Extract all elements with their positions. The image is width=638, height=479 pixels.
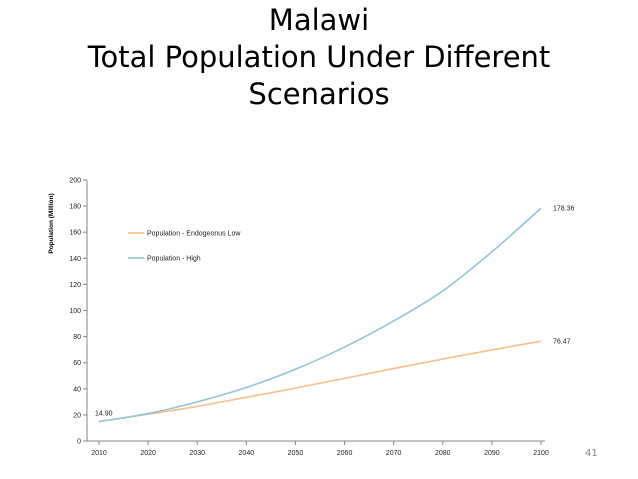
x-tick-label: 2010 (91, 450, 107, 457)
y-tick-label: 100 (69, 308, 81, 315)
series-line-high (98, 207, 542, 423)
y-tick-label: 60 (73, 360, 81, 367)
x-tick-label: 2100 (533, 450, 549, 457)
x-tick-label: 2030 (189, 450, 205, 457)
slide-title-line-1: Malawi (268, 3, 370, 37)
x-tick-label: 2060 (337, 450, 353, 457)
y-tick-label: 200 (69, 178, 81, 185)
slide-page-number: 41 (585, 448, 598, 459)
x-tick-label: 2050 (288, 450, 304, 457)
x-tick-label: 2040 (239, 450, 255, 457)
slide-title-line-2: Total Population Under Different (87, 40, 551, 74)
series-line-endogenous-low (98, 340, 542, 423)
slide-title-line-3: Scenarios (248, 77, 390, 111)
y-tick-label: 160 (69, 230, 81, 237)
data-label: 76.47 (553, 339, 571, 346)
data-label: 178.36 (553, 206, 575, 213)
legend-entry: Population - Endogeonus Low (147, 231, 241, 238)
x-tick-label: 2020 (140, 450, 156, 457)
data-label: 14.90 (95, 411, 113, 418)
y-tick-label: 140 (69, 256, 81, 263)
y-axis-label: Population (Million) (48, 193, 55, 253)
y-tick-label: 180 (69, 204, 81, 211)
y-tick-label: 20 (73, 412, 81, 419)
y-tick-label: 120 (69, 282, 81, 289)
slide-title: Malawi Total Population Under Different … (0, 2, 638, 113)
y-tick-label: 0 (77, 439, 81, 446)
legend-entry: Population - High (147, 256, 201, 263)
y-tick-label: 80 (73, 334, 81, 341)
y-tick-label: 40 (73, 386, 81, 393)
x-tick-label: 2080 (435, 450, 451, 457)
x-tick-label: 2070 (386, 450, 402, 457)
x-tick-label: 2090 (484, 450, 500, 457)
